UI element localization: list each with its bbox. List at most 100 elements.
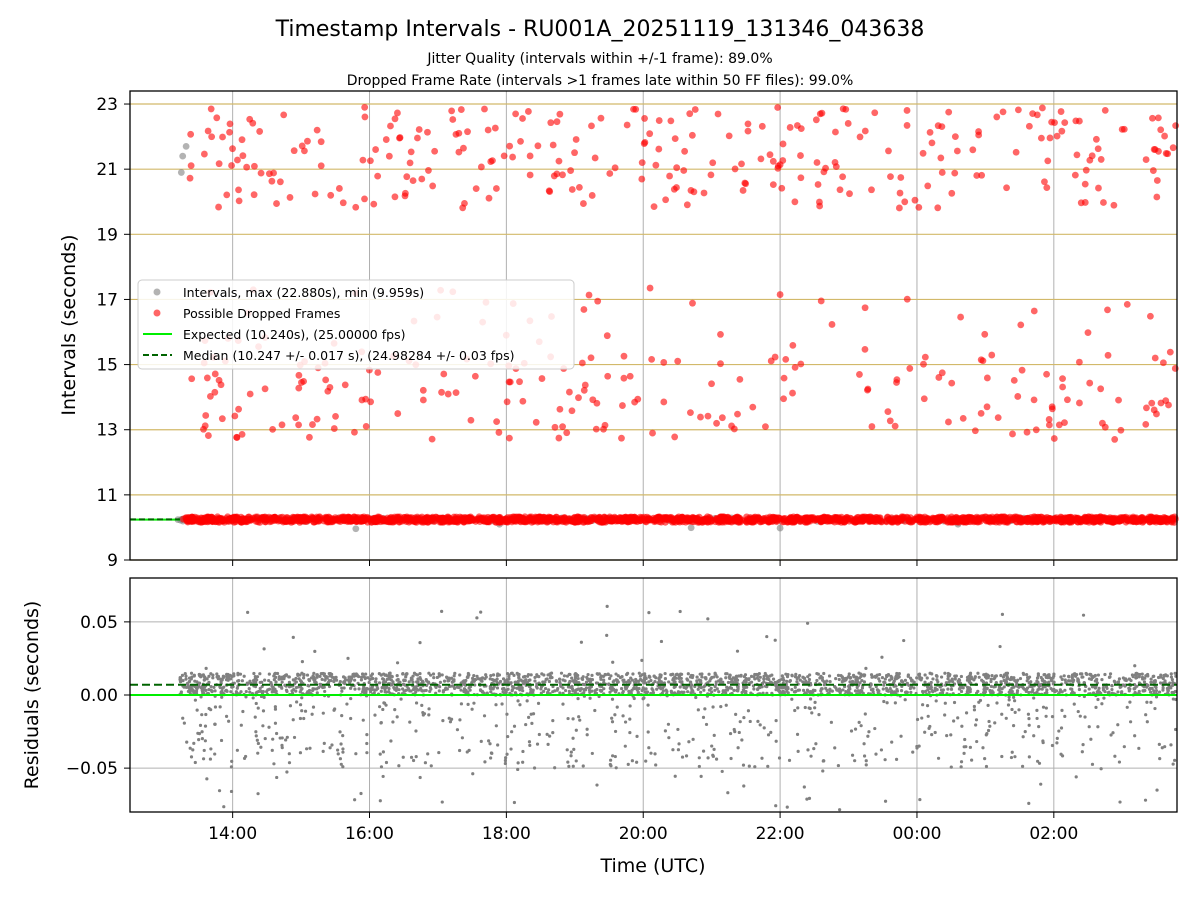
- legend-box: [137, 279, 575, 370]
- residual-point: [1015, 691, 1019, 695]
- residual-point: [878, 679, 882, 683]
- residual-point: [666, 722, 671, 726]
- residual-point: [739, 673, 743, 677]
- dropped-point: [959, 414, 967, 422]
- intervals-ytick-label: 21: [96, 160, 118, 180]
- dropped-point: [545, 187, 553, 195]
- residual-point: [292, 687, 296, 692]
- dropped-point: [207, 105, 215, 113]
- dropped-point: [791, 363, 799, 371]
- dropped-point: [766, 517, 774, 525]
- dropped-point: [1053, 516, 1061, 524]
- residual-point: [1108, 675, 1112, 679]
- residual-point: [551, 719, 555, 723]
- residual-point: [1010, 677, 1014, 681]
- residual-point: [766, 675, 770, 680]
- residual-point: [1148, 690, 1153, 694]
- residual-point: [640, 679, 644, 683]
- dropped-point: [871, 109, 879, 117]
- residual-point: [611, 680, 615, 684]
- residual-point: [1082, 680, 1086, 685]
- dropped-point: [187, 162, 195, 170]
- dropped-point: [766, 151, 774, 159]
- dropped-point: [620, 374, 628, 382]
- residual-point: [570, 687, 575, 691]
- dropped-point: [394, 410, 402, 417]
- dropped-point: [500, 152, 508, 160]
- dropped-point: [891, 422, 899, 430]
- residual-point: [713, 684, 717, 689]
- dropped-point: [457, 106, 465, 113]
- residual-point: [965, 685, 970, 689]
- dropped-point: [414, 134, 421, 142]
- dropped-point: [295, 384, 303, 392]
- residual-point: [753, 677, 757, 681]
- residual-point: [602, 678, 606, 682]
- residual-point: [315, 691, 319, 695]
- residual-point: [1021, 671, 1025, 675]
- interval-point: [177, 169, 185, 176]
- residual-point: [903, 678, 908, 682]
- residual-point: [251, 678, 256, 683]
- residual-point: [301, 676, 306, 680]
- residual-point: [1093, 686, 1098, 690]
- residual-point: [1090, 685, 1095, 689]
- residual-point: [272, 762, 276, 766]
- residual-point: [588, 677, 592, 681]
- residual-point: [574, 688, 578, 692]
- residual-point: [806, 675, 810, 679]
- residual-point: [466, 674, 470, 678]
- residual-point: [533, 679, 537, 683]
- dropped-point: [697, 413, 704, 421]
- dropped-point: [988, 351, 996, 359]
- residual-point: [258, 680, 262, 685]
- residual-point: [379, 689, 383, 693]
- residual-point: [1149, 680, 1153, 685]
- dropped-point: [314, 514, 322, 522]
- residual-point: [822, 671, 826, 676]
- dropped-point: [219, 133, 226, 141]
- dropped-point: [232, 514, 240, 522]
- dropped-point: [945, 418, 952, 426]
- dropped-point: [268, 177, 276, 185]
- residual-point: [925, 676, 929, 680]
- residual-point: [562, 674, 567, 678]
- dropped-point: [778, 184, 786, 192]
- dropped-point: [1014, 393, 1022, 400]
- dropped-point: [789, 389, 796, 397]
- residual-point: [1172, 690, 1176, 695]
- residual-point: [883, 677, 887, 681]
- chart-title: Timestamp Intervals - RU001A_20251119_13…: [275, 17, 925, 42]
- residual-point: [291, 678, 295, 682]
- dropped-point: [1003, 184, 1010, 192]
- dropped-point: [555, 157, 563, 165]
- dropped-point: [1153, 515, 1161, 524]
- dropped-point: [235, 197, 243, 205]
- dropped-point: [235, 186, 242, 194]
- dropped-point: [391, 193, 399, 201]
- residual-point: [523, 674, 527, 679]
- dropped-point: [836, 186, 844, 194]
- residual-point: [558, 677, 562, 681]
- dropped-point: [489, 513, 497, 521]
- residual-point: [860, 678, 864, 683]
- residual-point: [311, 674, 315, 678]
- residual-point: [1050, 715, 1055, 719]
- dropped-point: [893, 376, 901, 384]
- dropped-point: [187, 130, 195, 138]
- residual-point: [186, 689, 191, 694]
- dropped-point: [471, 372, 479, 380]
- residual-point: [550, 675, 554, 680]
- dropped-point: [896, 516, 904, 525]
- residual-point: [1039, 675, 1043, 680]
- residual-point: [315, 687, 319, 691]
- residual-point: [989, 684, 993, 688]
- residual-point: [382, 677, 386, 682]
- residual-point: [877, 672, 882, 677]
- dropped-point: [467, 416, 475, 424]
- dropped-point: [444, 390, 452, 398]
- residual-point: [1058, 688, 1062, 692]
- residual-point: [939, 675, 944, 679]
- residual-point: [607, 682, 611, 687]
- dropped-point: [901, 198, 909, 206]
